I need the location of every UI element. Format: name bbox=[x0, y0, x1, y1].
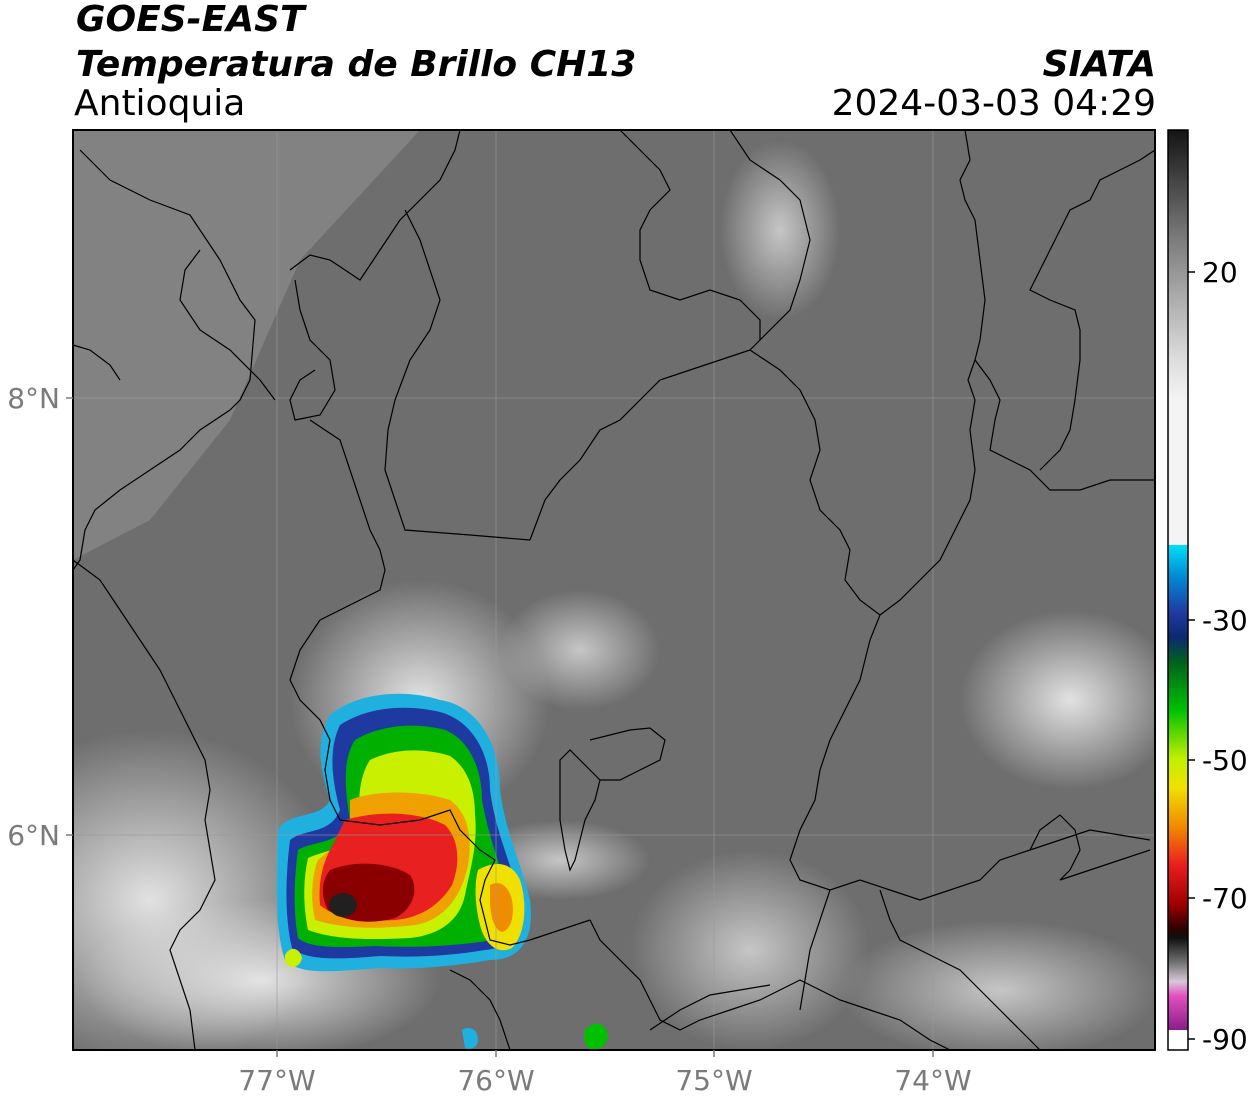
lon-label-77w: 77°W bbox=[238, 1064, 315, 1097]
storm-cloud bbox=[276, 693, 608, 1050]
lat-label-6n: 6°N bbox=[7, 819, 60, 852]
product-title: Temperatura de Brillo CH13 bbox=[76, 44, 637, 85]
colorbar-label-minus30: -30 bbox=[1202, 604, 1248, 637]
lon-label-76w: 76°W bbox=[457, 1064, 534, 1097]
colorbar: 20 -30 -50 -70 -90 bbox=[1167, 129, 1248, 1056]
colorbar-label-20: 20 bbox=[1202, 256, 1238, 289]
lon-label-75w: 75°W bbox=[675, 1064, 752, 1097]
organization-label: SIATA bbox=[1042, 44, 1156, 85]
map-frame bbox=[72, 129, 1156, 1051]
lat-label-8n: 8°N bbox=[7, 382, 60, 415]
borders bbox=[73, 130, 1155, 1050]
colorbar-label-minus90: -90 bbox=[1202, 1023, 1248, 1056]
satellite-title: GOES-EAST bbox=[76, 0, 305, 40]
colorbar-label-minus70: -70 bbox=[1202, 882, 1248, 915]
graticule bbox=[73, 130, 1155, 1050]
datetime-label: 2024-03-03 04:29 bbox=[831, 83, 1156, 124]
lon-label-74w: 74°W bbox=[894, 1064, 971, 1097]
colorbar-label-minus50: -50 bbox=[1202, 744, 1248, 777]
region-label: Antioquia bbox=[74, 83, 246, 124]
